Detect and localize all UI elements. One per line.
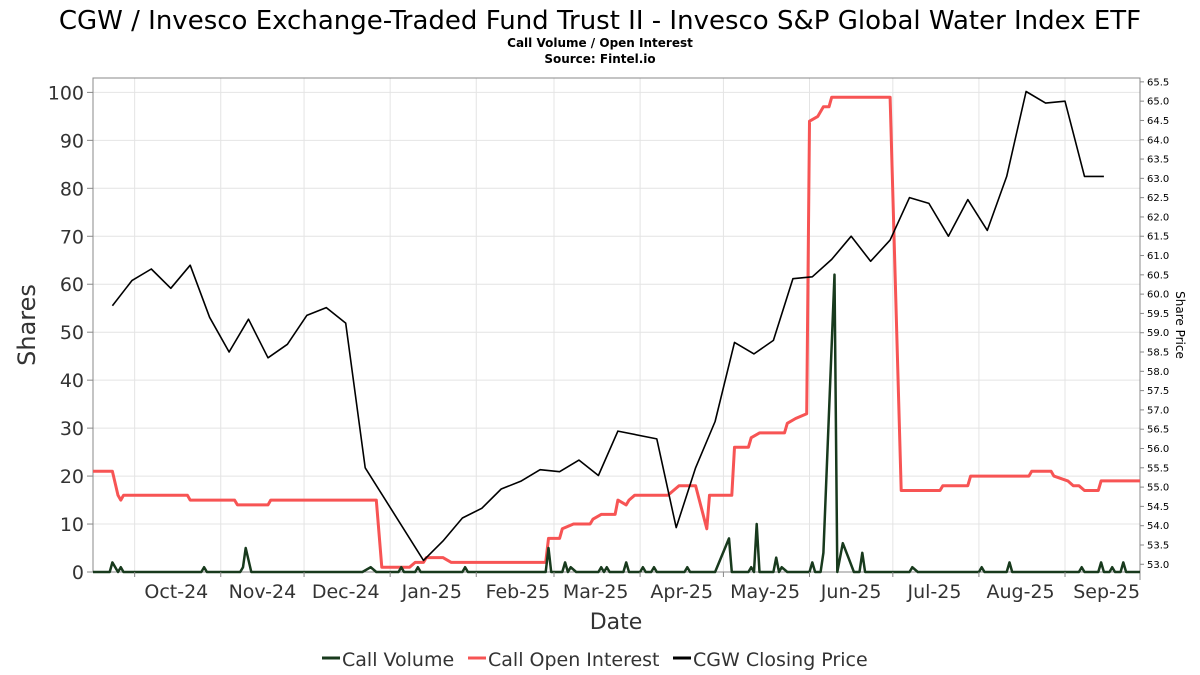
y2-tick-label: 56.0 — [1147, 444, 1169, 455]
y2-tick-label: 64.0 — [1147, 135, 1169, 146]
left-axis-ticks: 0 10 20 30 40 50 60 70 80 90 100 — [48, 82, 93, 584]
x-tick-label: Aug-25 — [987, 581, 1055, 603]
y2-tick-label: 59.5 — [1147, 309, 1169, 320]
x-tick-label: Apr-25 — [650, 581, 713, 603]
chart-subtitle: Call Volume / Open Interest — [507, 36, 693, 50]
y2-tick-label: 59.0 — [1147, 328, 1169, 339]
y2-tick-label: 61.5 — [1147, 232, 1169, 243]
y2-tick-label: 64.5 — [1147, 116, 1169, 127]
y-tick-label: 40 — [60, 370, 84, 392]
y2-tick-label: 62.0 — [1147, 212, 1169, 223]
legend-label-call-volume: Call Volume — [342, 649, 454, 671]
y2-tick-label: 53.0 — [1147, 560, 1169, 571]
y2-tick-label: 62.5 — [1147, 193, 1169, 204]
y-tick-label: 90 — [60, 130, 84, 152]
y2-tick-label: 60.0 — [1147, 290, 1169, 301]
y-tick-label: 20 — [60, 466, 84, 488]
y2-tick-label: 61.0 — [1147, 251, 1169, 262]
series-layer — [93, 90, 1140, 574]
y2-tick-label: 65.5 — [1147, 77, 1169, 88]
grid — [93, 78, 1140, 572]
chart-title: CGW / Invesco Exchange-Traded Fund Trust… — [59, 6, 1141, 36]
y2-tick-label: 56.5 — [1147, 425, 1169, 436]
y-tick-label: 30 — [60, 418, 84, 440]
y2-tick-label: 57.0 — [1147, 405, 1169, 416]
x-axis-label: Date — [590, 610, 643, 635]
y2-tick-label: 53.5 — [1147, 540, 1169, 551]
x-tick-label: Dec-24 — [312, 581, 380, 603]
chart-source: Source: Fintel.io — [544, 52, 655, 66]
x-tick-label: May-25 — [730, 581, 800, 603]
x-axis-ticks: Oct-24 Nov-24 Dec-24 Jan-25 Feb-25 Mar-25 Apr-… — [134, 572, 1140, 603]
legend-label-cgw-closing-price: CGW Closing Price — [693, 649, 868, 671]
legend-label-call-open-interest: Call Open Interest — [488, 649, 660, 671]
series-line-cgw-closing-price — [111, 90, 1104, 562]
y2-tick-label: 58.0 — [1147, 367, 1169, 378]
y2-tick-label: 55.5 — [1147, 463, 1169, 474]
x-tick-label: Jan-25 — [401, 581, 462, 603]
x-tick-label: Feb-25 — [486, 581, 551, 603]
y-tick-label: 10 — [60, 514, 84, 536]
y2-tick-label: 57.5 — [1147, 386, 1169, 397]
y2-tick-label: 55.0 — [1147, 483, 1169, 494]
y2-tick-label: 63.5 — [1147, 155, 1169, 166]
plot-area — [92, 77, 1141, 573]
y-axis-label: Shares — [13, 284, 41, 366]
y-tick-label: 80 — [60, 178, 84, 200]
legend: Call Volume Call Open Interest CGW Closing… — [322, 649, 868, 671]
y-tick-label: 0 — [72, 562, 84, 584]
y2-tick-label: 54.5 — [1147, 502, 1169, 513]
y-tick-label: 50 — [60, 322, 84, 344]
y-tick-label: 60 — [60, 274, 84, 296]
series-line-call-volume — [93, 273, 1140, 574]
x-tick-label: Nov-24 — [229, 581, 297, 603]
y2-tick-label: 63.0 — [1147, 174, 1169, 185]
y-tick-label: 100 — [48, 82, 84, 104]
y2-tick-label: 54.0 — [1147, 521, 1169, 532]
y2-tick-label: 58.5 — [1147, 348, 1169, 359]
x-tick-label: Mar-25 — [563, 581, 629, 603]
x-tick-label: Oct-24 — [144, 581, 208, 603]
x-tick-label: Jul-25 — [907, 581, 962, 603]
series-line-call-open-interest — [93, 95, 1140, 569]
y2-tick-label: 65.0 — [1147, 97, 1169, 108]
y2-tick-label: 60.5 — [1147, 270, 1169, 281]
x-tick-label: Sep-25 — [1073, 581, 1140, 603]
right-axis-ticks: 53.0 53.5 54.0 54.5 55.0 55.5 56.0 56.5 57.0 57.5… — [1140, 77, 1169, 571]
y-tick-label: 70 — [60, 226, 84, 248]
y2-axis-label: Share Price — [1173, 291, 1187, 359]
x-tick-label: Jun-25 — [820, 581, 882, 603]
